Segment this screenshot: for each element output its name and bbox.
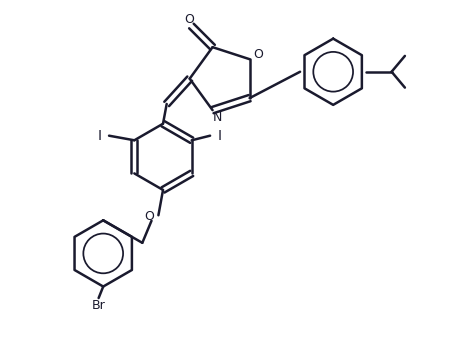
Text: O: O (184, 12, 194, 26)
Text: O: O (144, 210, 154, 222)
Text: I: I (98, 129, 101, 143)
Text: N: N (212, 111, 221, 124)
Text: I: I (217, 129, 221, 143)
Text: Br: Br (92, 299, 105, 312)
Text: O: O (252, 48, 262, 61)
